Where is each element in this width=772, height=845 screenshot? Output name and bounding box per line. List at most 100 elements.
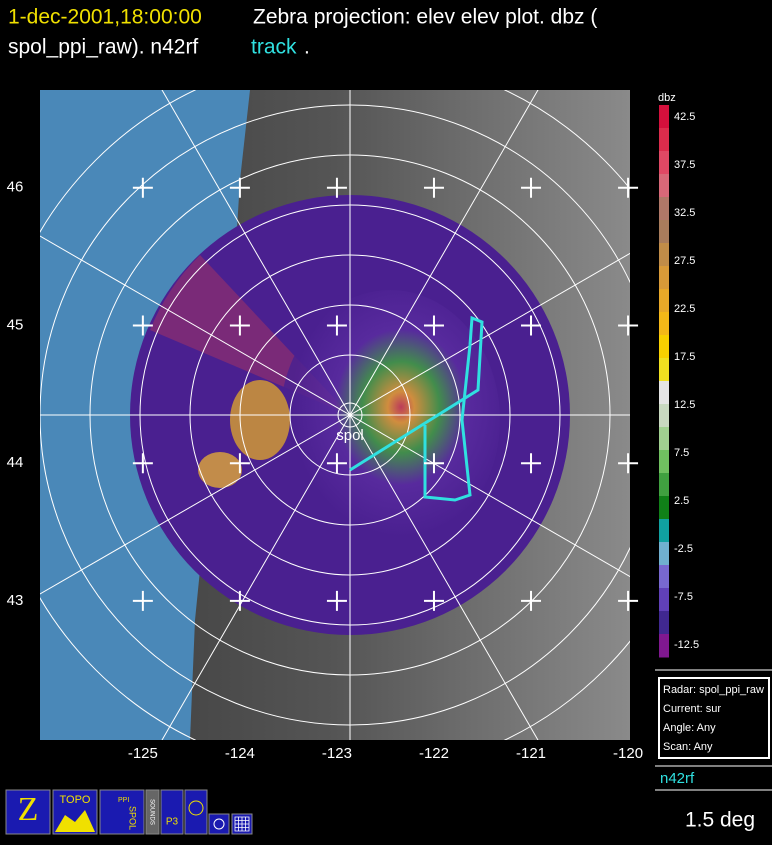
radar-glyph: [188, 800, 204, 816]
colorbar-title: dbz: [658, 92, 676, 104]
grid-cross: [326, 177, 347, 198]
echo: [230, 380, 290, 460]
colorbar-swatch: [659, 542, 669, 566]
colorbar-swatch: [659, 174, 669, 198]
p3-label: P3: [166, 817, 179, 828]
time: 1-dec-2001,18:00:00: [8, 6, 202, 29]
lon-tick-label: -120: [613, 745, 643, 762]
lat-tick-label: 44: [7, 454, 24, 471]
echo: [280, 290, 500, 550]
colorbar-label: 27.5: [674, 255, 695, 267]
colorbar-swatch: [659, 496, 669, 520]
colorbar-label: 22.5: [674, 303, 695, 315]
lat-tick-label: 45: [7, 316, 24, 333]
colorbar-swatch: [659, 197, 669, 221]
info-box: [658, 677, 770, 759]
colorbar-swatch: [659, 565, 669, 589]
grid-cross: [423, 590, 444, 611]
grid-cross: [423, 453, 444, 474]
info-line: Radar: spol_ppi_raw: [663, 684, 764, 696]
colorbar: 42.5 37.5 32.5 27.5 22.5 17.5 12.5 7.5 2.5 -2.5 -7…: [659, 105, 699, 658]
lon-tick-label: -123: [322, 745, 352, 762]
grid-cross: [326, 315, 347, 336]
colorbar-swatch: [659, 404, 669, 428]
colorbar-label: 2.5: [674, 495, 689, 507]
colorbar-swatch: [659, 473, 669, 497]
grid-cross: [521, 453, 542, 474]
colorbar-swatch: [659, 335, 669, 359]
colorbar-swatch: [659, 312, 669, 336]
info-line: Angle: Any: [663, 722, 716, 734]
grid-cross: [618, 590, 639, 611]
info-line: Current: sur: [663, 703, 721, 715]
colorbar-label: 12.5: [674, 399, 695, 411]
grid-cross: [326, 590, 347, 611]
topo-glyph: [55, 810, 95, 832]
colorbar-label: 17.5: [674, 351, 695, 363]
echo: [198, 452, 242, 488]
colorbar-label: 7.5: [674, 447, 689, 459]
lat-tick-label: 46: [7, 179, 24, 196]
colorbar-label: -7.5: [674, 591, 693, 603]
colorbar-swatch: [659, 611, 669, 635]
overlay-glyph: [213, 818, 225, 830]
grid-cross: [229, 453, 250, 474]
grid-cross: [521, 590, 542, 611]
colorbar-swatch: [659, 588, 669, 612]
title-line1: Zebra projection: elev elev plot. dbz (: [253, 6, 597, 29]
colorbar-label: -2.5: [674, 543, 693, 555]
p3-icon[interactable]: [160, 789, 184, 835]
topo-label: TOPO: [60, 794, 91, 806]
grid-cross: [132, 590, 153, 611]
info: Radar: spol_ppi_raw Current: sur Angle: An…: [663, 684, 764, 753]
zebra-glyph: Z: [18, 791, 39, 828]
grid-glyph: [234, 816, 250, 832]
colorbar-label: 37.5: [674, 159, 695, 171]
lat-tick-label: 43: [7, 592, 24, 609]
colorbar-swatch: [659, 450, 669, 474]
toolbar: Z TOPO PPI SPOL SOUNDS P3: [5, 789, 253, 835]
colorbar-swatch: [659, 427, 669, 451]
colorbar-swatch: [659, 243, 669, 267]
title-end: .: [304, 36, 310, 59]
colorbar-swatch: [659, 151, 669, 175]
grid-cross: [132, 315, 153, 336]
colorbar-swatch: [659, 128, 669, 152]
sounds-label: SOUNDS: [148, 799, 154, 825]
grid-cross: [229, 315, 250, 336]
sounds-icon[interactable]: [145, 789, 160, 835]
colorbar-swatch: [659, 220, 669, 244]
spol-icon[interactable]: [99, 789, 145, 835]
colorbar-label: 32.5: [674, 207, 695, 219]
grid-cross: [618, 315, 639, 336]
axes: -125 -124 -123 -122 -121 -120 46 45 44 43: [7, 177, 643, 762]
colorbar-swatch: [659, 634, 669, 658]
zebra-icon[interactable]: [5, 789, 51, 835]
track-name: n42rf: [660, 770, 695, 787]
overlay-icon[interactable]: [208, 813, 230, 835]
colorbar-swatch: [659, 381, 669, 405]
lon-tick-label: -124: [225, 745, 255, 762]
grid-cross: [229, 177, 250, 198]
radar-label: spol: [336, 427, 364, 444]
colorbar-swatch: [659, 266, 669, 290]
lon-tick-label: -122: [419, 745, 449, 762]
lon-tick-label: -125: [128, 745, 158, 762]
colorbar-label: -12.5: [674, 639, 699, 651]
aircraft-track: [349, 315, 484, 502]
colorbar-swatch: [659, 105, 669, 129]
radar-icon[interactable]: [184, 789, 208, 835]
grid-cross: [132, 177, 153, 198]
grid-cross: [229, 590, 250, 611]
colorbar-swatch: [659, 358, 669, 382]
title-line2: spol_ppi_raw). n42rf: [8, 36, 198, 59]
ppi-label: PPI: [118, 797, 129, 804]
grid-cross: [618, 177, 639, 198]
info-line: Scan: Any: [663, 741, 713, 753]
track-word: track: [251, 36, 297, 59]
colorbar-swatch: [659, 519, 669, 543]
